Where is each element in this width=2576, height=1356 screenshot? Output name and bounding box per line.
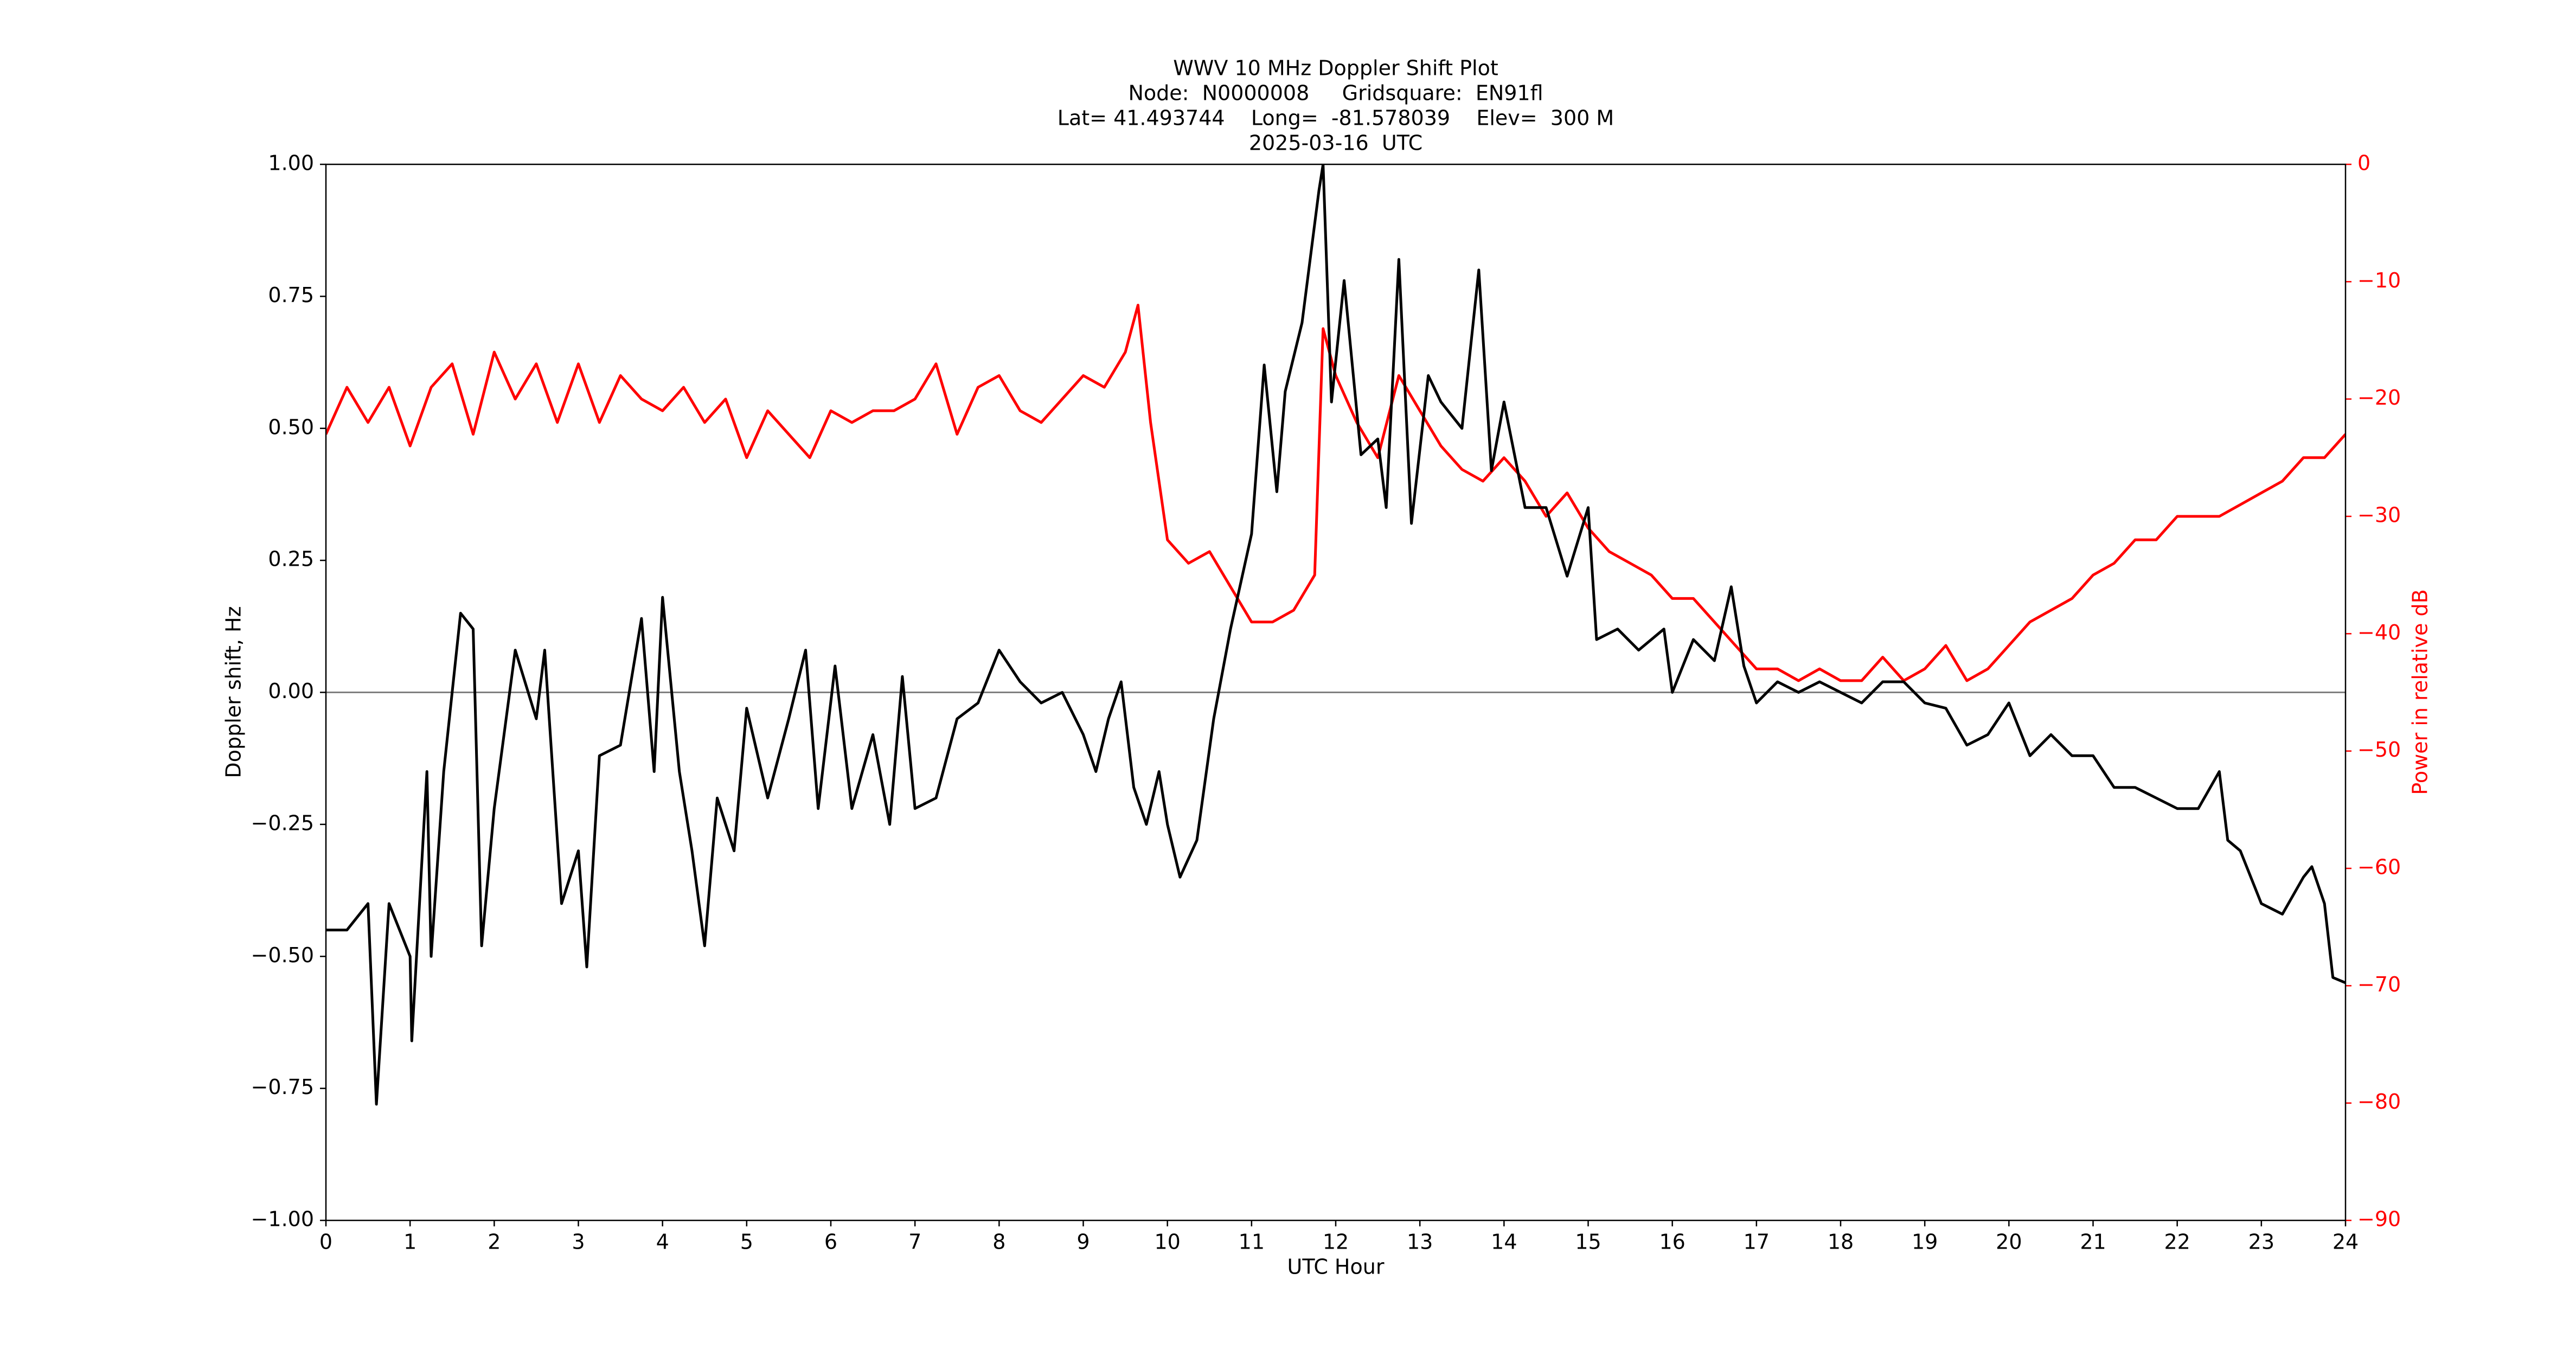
x-tick-label: 8: [992, 1230, 1005, 1254]
y-axis-label: Doppler shift, Hz: [222, 606, 246, 778]
x-tick-label: 21: [2080, 1230, 2106, 1254]
x-tick-label: 4: [656, 1230, 669, 1254]
y-tick-label: 0.50: [268, 415, 314, 439]
y2-tick-label: −20: [2357, 386, 2401, 410]
y-tick-label: 1.00: [268, 151, 314, 175]
chart-title: WWV 10 MHz Doppler Shift Plot: [1173, 56, 1498, 80]
y2-tick-label: −70: [2357, 973, 2401, 996]
x-tick-label: 13: [1407, 1230, 1433, 1254]
x-tick-label: 15: [1575, 1230, 1601, 1254]
y-tick-label: 0.75: [268, 283, 314, 307]
x-tick-label: 14: [1491, 1230, 1517, 1254]
y-tick-label: −0.75: [251, 1075, 314, 1099]
x-axis-label: UTC Hour: [1287, 1255, 1385, 1279]
y2-tick-label: −40: [2357, 621, 2401, 644]
x-tick-label: 16: [1659, 1230, 1685, 1254]
y2-tick-label: −80: [2357, 1090, 2401, 1114]
x-tick-label: 7: [908, 1230, 921, 1254]
y2-tick-label: −60: [2357, 855, 2401, 879]
x-tick-label: 5: [740, 1230, 753, 1254]
y-tick-label: −1.00: [251, 1207, 314, 1231]
x-tick-label: 0: [319, 1230, 332, 1254]
y2-tick-label: −90: [2357, 1207, 2401, 1231]
y2-tick-label: −30: [2357, 503, 2401, 527]
x-tick-label: 18: [1828, 1230, 1854, 1254]
x-tick-label: 11: [1239, 1230, 1265, 1254]
y2-tick-label: 0: [2357, 151, 2370, 175]
x-tick-label: 3: [572, 1230, 585, 1254]
chart-title: Lat= 41.493744 Long= -81.578039 Elev= 30…: [1058, 106, 1614, 130]
chart-title: Node: N0000008 Gridsquare: EN91fl: [1128, 81, 1543, 105]
y-tick-label: 0.25: [268, 547, 314, 571]
x-tick-label: 22: [2164, 1230, 2190, 1254]
plot-frame: [325, 163, 2347, 1221]
x-tick-label: 10: [1154, 1230, 1180, 1254]
x-tick-label: 1: [403, 1230, 416, 1254]
chart-title: 2025-03-16 UTC: [1249, 131, 1422, 155]
x-tick-label: 23: [2248, 1230, 2274, 1254]
x-tick-label: 17: [1744, 1230, 1770, 1254]
x-tick-label: 12: [1323, 1230, 1349, 1254]
x-tick-label: 24: [2333, 1230, 2359, 1254]
y2-tick-label: −10: [2357, 268, 2401, 292]
y2-axis-label: Power in relative dB: [2408, 589, 2432, 795]
x-tick-label: 20: [1996, 1230, 2022, 1254]
y-tick-label: 0.00: [268, 679, 314, 703]
y2-tick-label: −50: [2357, 738, 2401, 762]
y-tick-label: −0.50: [251, 943, 314, 967]
data-line: [326, 304, 2346, 682]
data-line: [326, 164, 2346, 1106]
x-tick-label: 2: [488, 1230, 501, 1254]
x-tick-label: 6: [824, 1230, 837, 1254]
y-tick-label: −0.25: [251, 811, 314, 835]
x-tick-label: 9: [1076, 1230, 1090, 1254]
x-tick-label: 19: [1912, 1230, 1938, 1254]
